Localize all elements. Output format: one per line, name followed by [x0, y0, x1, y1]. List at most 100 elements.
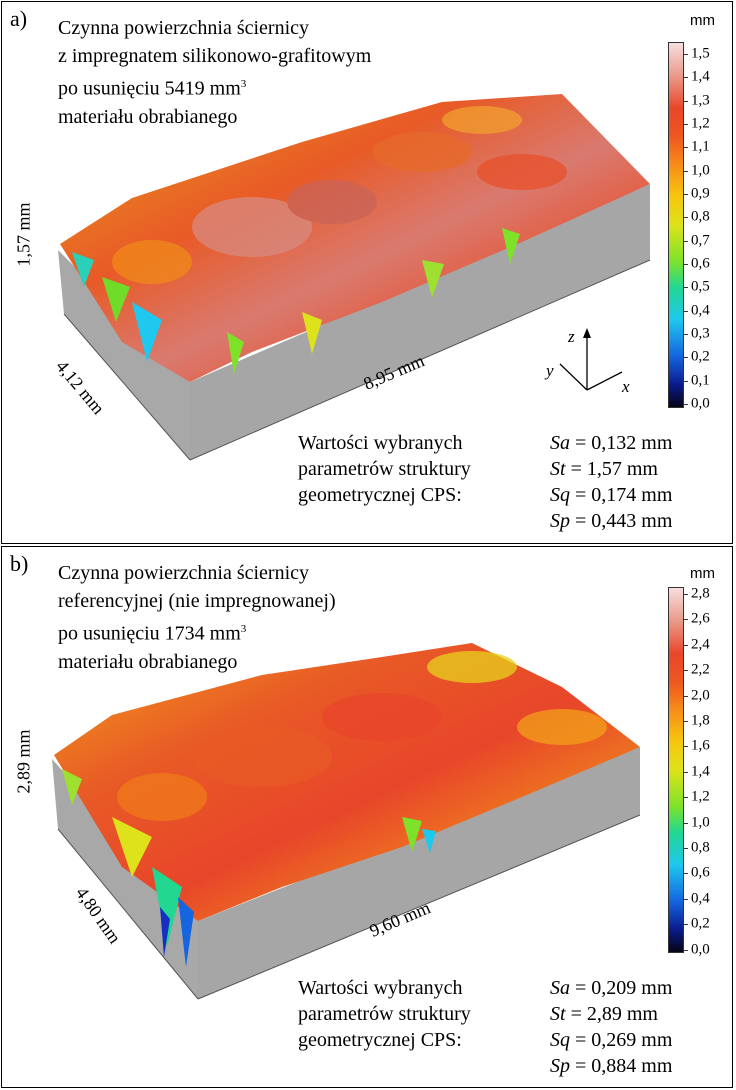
colorbar-tick-mark	[683, 695, 688, 697]
surface-left-face	[58, 250, 190, 460]
title-line-3: po usunięciu 5419 mm3	[58, 70, 371, 103]
colorbar-tick-mark	[683, 797, 688, 799]
title-line-4: materiału obrabianego	[58, 105, 238, 128]
params-label-line-3: geometrycznej CPS:	[298, 484, 462, 506]
colorbar-tick-mark	[683, 848, 688, 849]
colorbar-tick-label: 0,3	[691, 325, 710, 342]
param-name: Sq	[550, 1029, 570, 1051]
panel-title: Czynna powierzchnia ściernicy z impregna…	[58, 14, 371, 131]
param-sp: Sp = 0,443 mm	[550, 508, 672, 534]
title-line-3: po usunięciu 1734 mm3	[58, 615, 336, 648]
param-name: Sa	[550, 977, 570, 999]
colorbar-tick-label: 0,1	[691, 372, 710, 389]
colorbar-unit: mm	[690, 565, 715, 582]
colorbar-tick-label: 1,5	[691, 45, 710, 62]
surface-left-face	[52, 759, 198, 999]
colorbar-tick-mark	[683, 170, 688, 172]
colorbar-tick-label: 1,6	[691, 737, 710, 754]
colorbar-tick-label: 0,2	[691, 915, 710, 932]
colorbar-tick-label: 0,5	[691, 278, 710, 295]
colorbar-tick-label: 2,6	[691, 610, 710, 627]
colorbar-tick-mark	[683, 357, 688, 359]
param-value: = 0,443 mm	[575, 510, 673, 532]
axis-x-label: x	[621, 377, 630, 396]
param-st: St = 2,89 mm	[550, 1001, 672, 1027]
param-value: = 0,269 mm	[575, 1029, 673, 1051]
params-values: Sa = 0,209 mm St = 2,89 mm Sq = 0,269 mm…	[550, 975, 672, 1079]
param-value: = 0,884 mm	[575, 1055, 673, 1077]
colorbar-tick-label: 0,6	[691, 255, 710, 272]
title-line-3-text: po usunięciu 5419 mm	[58, 77, 241, 100]
colorbar-tick-mark	[683, 403, 688, 405]
param-name: St	[550, 1003, 566, 1025]
param-sq: Sq = 0,174 mm	[550, 482, 672, 508]
colorbar-tick-label: 2,8	[691, 585, 710, 602]
param-value: = 0,174 mm	[575, 484, 673, 506]
colorbar-tick-mark	[683, 54, 688, 55]
colorbar-tick-label: 1,0	[691, 814, 710, 831]
colorbar-tick-label: 1,2	[691, 788, 710, 805]
colorbar-tick-label: 0,0	[691, 941, 710, 958]
colorbar-tick-mark	[683, 380, 688, 382]
title-superscript: 3	[240, 623, 247, 635]
colorbar-tick-mark	[683, 644, 688, 646]
colorbar-tick-label: 1,1	[691, 138, 710, 155]
colorbar-tick-mark	[683, 822, 688, 824]
colorbar-tick-mark	[683, 721, 688, 722]
colorbar-tick-label: 0,6	[691, 864, 710, 881]
colorbar-tick-label: 0,8	[691, 208, 710, 225]
colorbar-tick-label: 0,4	[691, 890, 710, 907]
params-label: Wartości wybranych parametrów struktury …	[298, 975, 471, 1053]
axis-z-label: z	[567, 327, 575, 346]
colorbar-tick-label: 1,8	[691, 712, 710, 729]
colorbar-tick-label: 1,4	[691, 68, 710, 85]
colorbar-tick-label: 2,4	[691, 636, 710, 653]
colorbar-tick-mark	[683, 619, 688, 621]
param-sp: Sp = 0,884 mm	[550, 1053, 672, 1079]
colorbar-tick-mark	[683, 333, 688, 335]
colorbar-tick-label: 0,0	[691, 395, 710, 412]
surface-front-face	[198, 747, 640, 999]
colorbar-tick-label: 1,3	[691, 92, 710, 109]
colorbar-tick-mark	[683, 924, 688, 926]
surface-3d-plot-a	[58, 94, 651, 461]
colorbar-tick-mark	[683, 310, 688, 312]
colorbar	[668, 42, 684, 408]
colorbar-tick-label: 0,7	[691, 232, 710, 249]
panel-b: b) Czynna powierzchnia ściernicy referen…	[1, 546, 733, 1088]
colorbar-tick-mark	[683, 873, 688, 875]
colorbar-unit: mm	[690, 12, 715, 29]
title-line-2: referencyjnej (nie impregnowanej)	[58, 590, 336, 612]
colorbar-tick-mark	[683, 771, 688, 773]
param-sq: Sq = 0,269 mm	[550, 1027, 672, 1053]
axes-triad: z y x	[544, 327, 630, 396]
dim-height: 1,57 mm	[13, 202, 34, 267]
colorbar-tick-mark	[683, 77, 688, 79]
colorbar-tick-mark	[683, 287, 688, 289]
colorbar-tick-label: 2,0	[691, 687, 710, 704]
colorbar-tick-label: 1,4	[691, 763, 710, 780]
axis-y-label: y	[544, 361, 554, 380]
colorbar-tick-mark	[683, 123, 688, 125]
param-value: = 0,209 mm	[575, 977, 673, 999]
params-label-line-1: Wartości wybranych	[298, 432, 463, 454]
param-name: St	[550, 458, 566, 480]
panel-label: b)	[10, 551, 29, 576]
param-sa: Sa = 0,209 mm	[550, 975, 672, 1001]
param-name: Sp	[550, 1055, 570, 1077]
params-values: Sa = 0,132 mm St = 1,57 mm Sq = 0,174 mm…	[550, 430, 672, 534]
colorbar-tick-label: 2,2	[691, 661, 710, 678]
param-value: = 0,132 mm	[575, 432, 673, 454]
title-line-1: Czynna powierzchnia ściernicy	[58, 17, 310, 39]
panel-a: a) Czynna powierzchnia ściernicy z impre…	[1, 1, 733, 544]
param-value: = 1,57 mm	[570, 458, 658, 480]
title-superscript: 3	[240, 78, 247, 90]
colorbar-tick-label: 0,2	[691, 348, 710, 365]
colorbar-tick-mark	[683, 263, 688, 265]
param-st: St = 1,57 mm	[550, 456, 672, 482]
colorbar-tick-label: 0,9	[691, 185, 710, 202]
colorbar-tick-mark	[683, 193, 688, 195]
surface-front-face	[190, 184, 650, 460]
title-line-1: Czynna powierzchnia ściernicy	[58, 562, 310, 584]
colorbar-tick-mark	[683, 746, 688, 748]
